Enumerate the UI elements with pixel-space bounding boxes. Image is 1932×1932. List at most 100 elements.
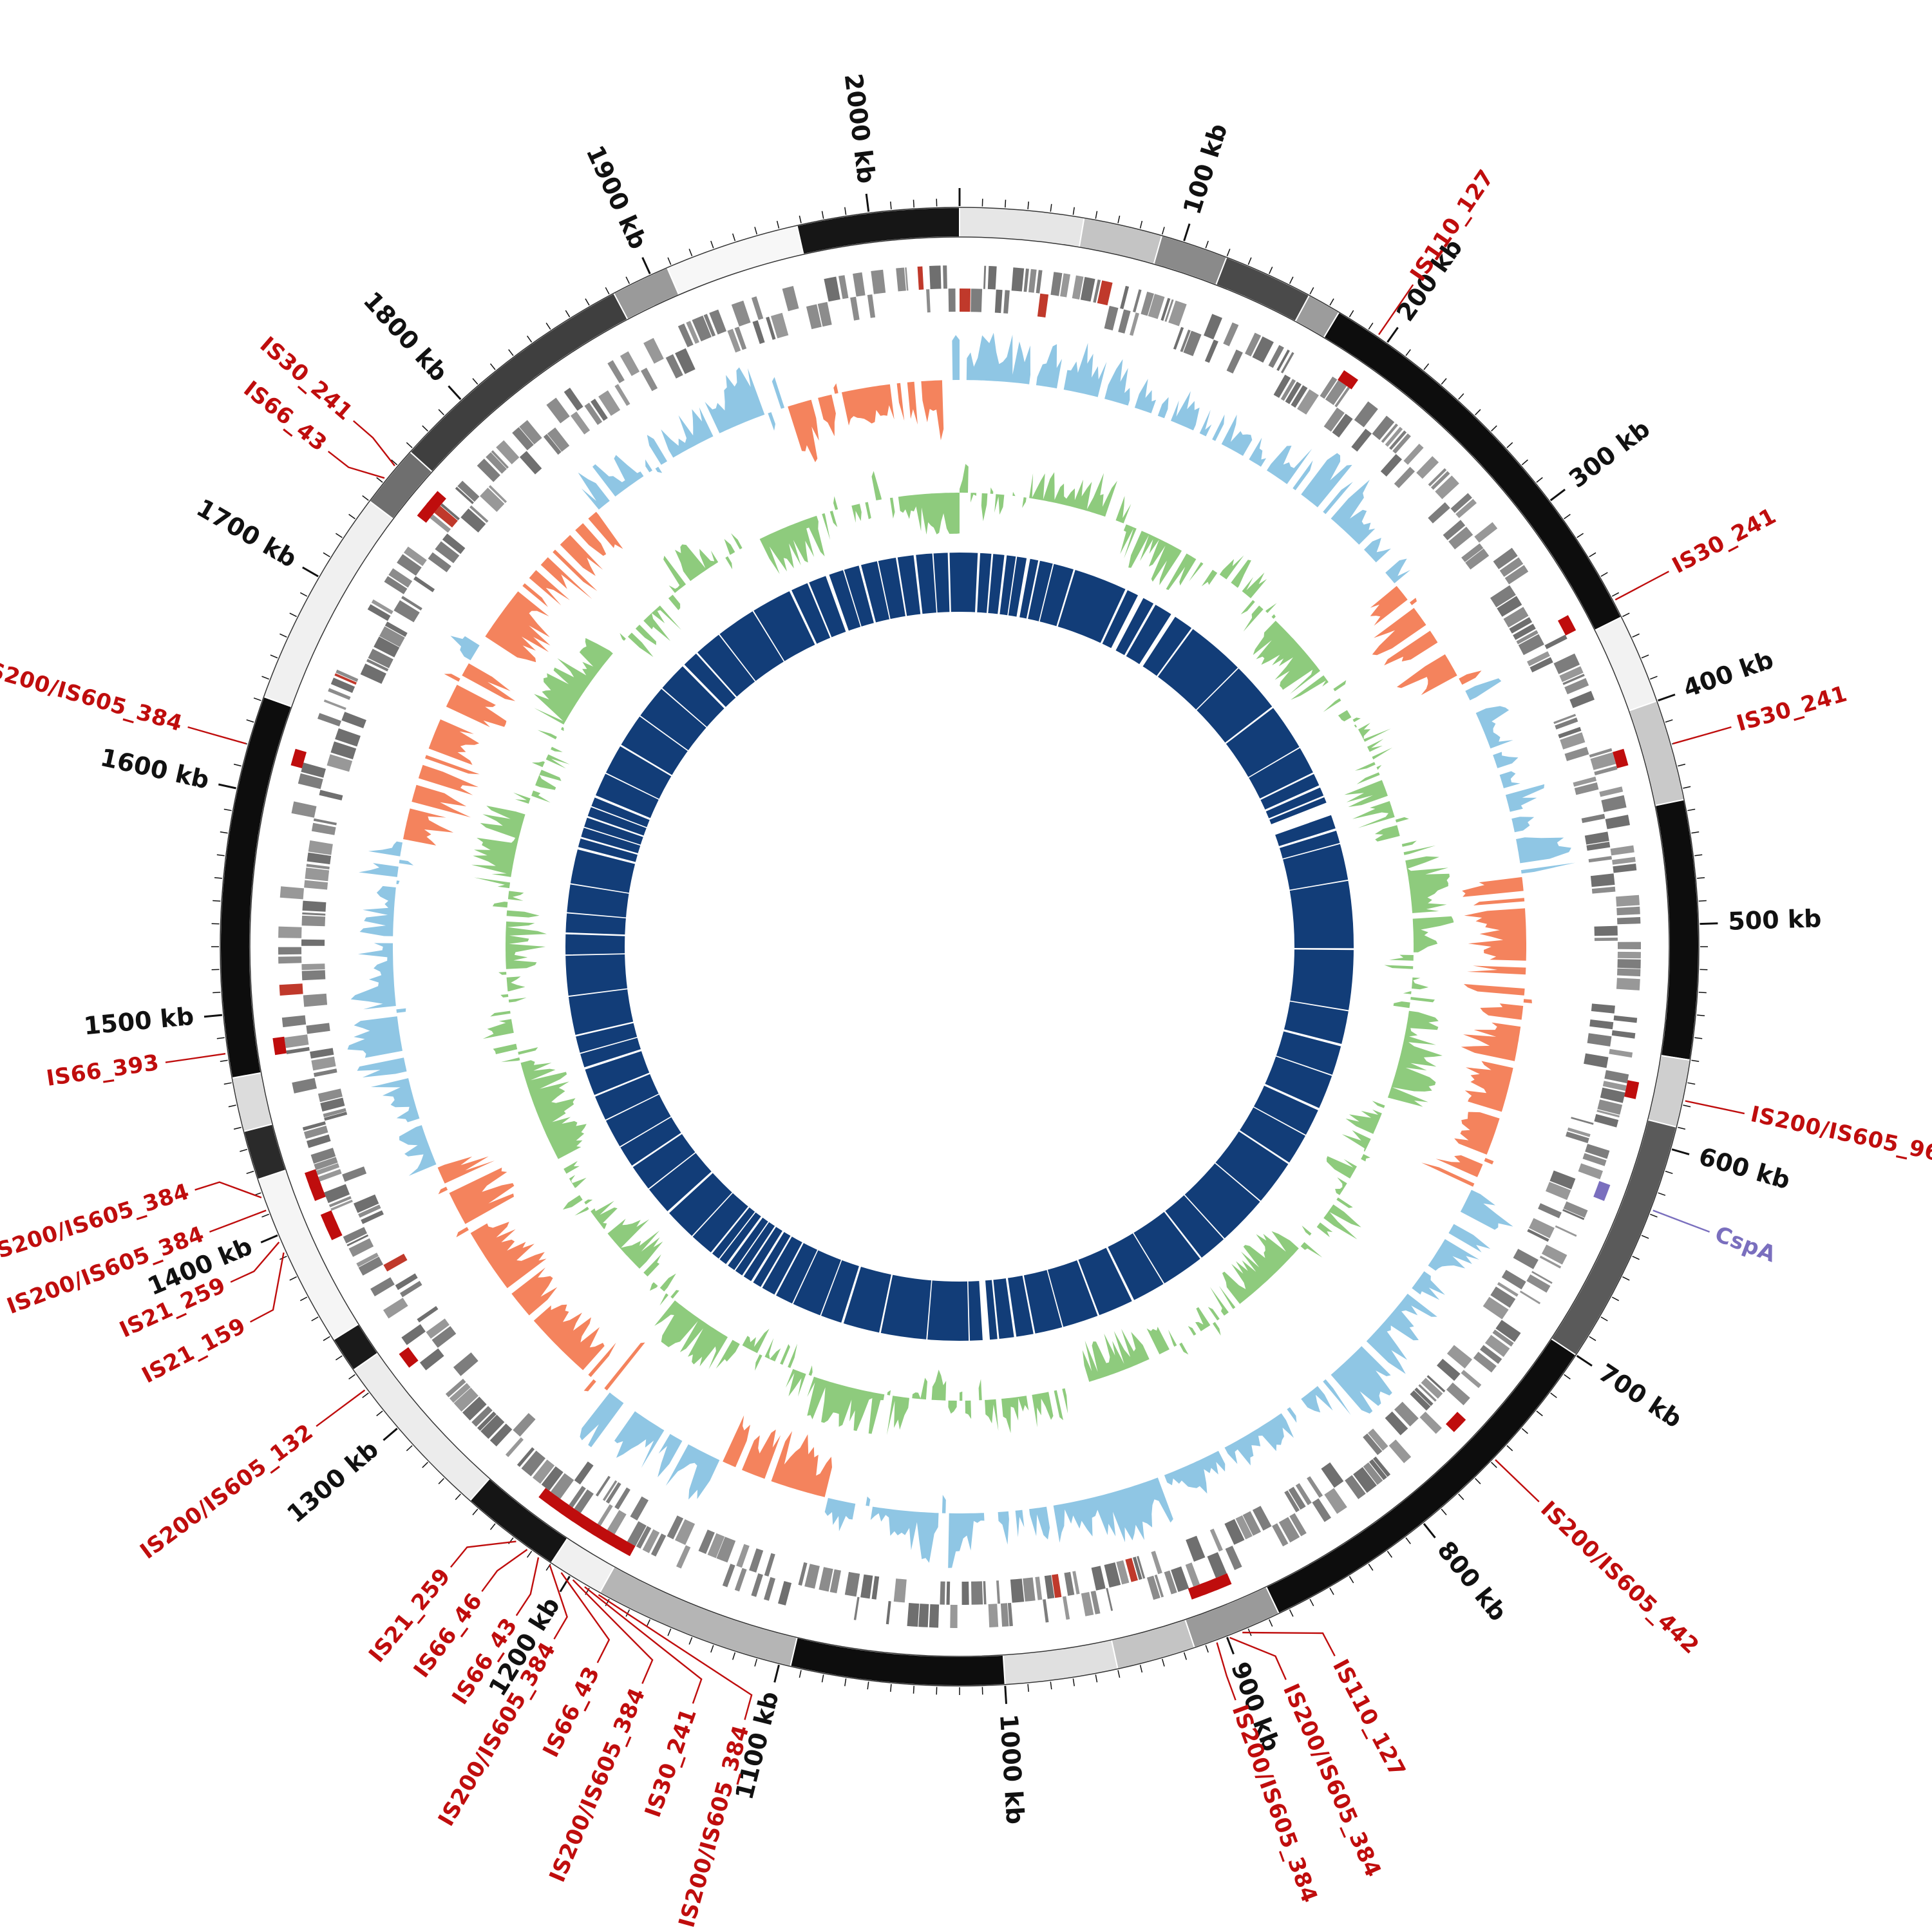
area-run [1493, 752, 1519, 768]
gene-bar [961, 1581, 969, 1605]
area-run [884, 498, 887, 512]
inner-ring-gap [876, 559, 891, 621]
gene-bar [1516, 630, 1539, 645]
area-run [1057, 1378, 1060, 1390]
minor-tick [1226, 249, 1231, 256]
gene-bar [346, 1234, 369, 1247]
area-run [1110, 505, 1115, 519]
minor-tick [489, 363, 496, 370]
gene-bar [1553, 714, 1577, 724]
minor-tick [220, 831, 228, 834]
area-run [506, 976, 526, 992]
minor-tick [223, 1082, 232, 1085]
minor-tick [213, 992, 221, 994]
gene-bar [749, 1548, 764, 1573]
area-run [482, 1019, 514, 1039]
gene-bar [752, 320, 765, 345]
minor-tick [1117, 215, 1121, 223]
annotation-leader-line [327, 450, 385, 479]
gene-bar [1186, 1535, 1206, 1562]
gene-bar [1526, 1274, 1551, 1293]
annotation-label: IS200/IS605_442 [1535, 1496, 1704, 1659]
gene-bar [929, 265, 942, 289]
gene-bar [480, 1414, 505, 1439]
gene-bar [1497, 1282, 1519, 1297]
gene-bar [298, 773, 323, 790]
area-run [605, 1231, 606, 1232]
minor-tick [270, 654, 278, 659]
gene-bar [1148, 294, 1165, 319]
gene-bar [614, 1487, 630, 1510]
area-run [359, 886, 396, 936]
minor-tick [1506, 442, 1513, 448]
minor-tick [1309, 1598, 1314, 1607]
area-run [1403, 845, 1436, 855]
gene-bar [675, 348, 696, 374]
area-run [771, 1431, 832, 1497]
minor-tick [1161, 227, 1165, 235]
area-run [1120, 524, 1137, 559]
gene-bar [360, 663, 386, 684]
minor-tick [1589, 1336, 1596, 1341]
area-run [685, 1438, 688, 1443]
area-run [1032, 1392, 1054, 1428]
area-run [674, 544, 719, 582]
gene-bar [731, 300, 751, 327]
scale-label: 1000 kb [994, 1713, 1029, 1825]
gene-bar [1151, 1551, 1162, 1575]
inner-ring-gap [709, 1205, 751, 1255]
gene-bar [1578, 1163, 1603, 1180]
minor-tick [1536, 477, 1543, 483]
area-run [871, 471, 882, 500]
minor-tick [1622, 612, 1630, 618]
minor-tick [1269, 1619, 1273, 1627]
area-run [1293, 492, 1298, 500]
area-run [1257, 585, 1273, 604]
area-run [952, 335, 960, 381]
area-run [403, 808, 454, 846]
area-run [410, 779, 418, 782]
gene-bar [871, 269, 886, 294]
gene-bar-red [960, 288, 971, 312]
area-run [1282, 1408, 1284, 1412]
gene-bar [641, 368, 658, 392]
area-run [1157, 1355, 1161, 1363]
area-run [658, 591, 667, 600]
area-run [807, 1376, 885, 1434]
inner-ring-gap [565, 912, 628, 919]
minor-tick [625, 276, 630, 284]
area-run [1213, 1321, 1221, 1336]
area-run [651, 591, 662, 604]
scale-label: 1600 kb [98, 743, 212, 795]
minor-tick [1441, 1508, 1447, 1515]
gene-bar [643, 337, 664, 364]
minor-tick [335, 1355, 343, 1361]
area-run [870, 1506, 939, 1563]
scale-label: 1800 kb [358, 286, 453, 386]
minor-tick [526, 1551, 533, 1558]
area-run [865, 502, 871, 520]
minor-tick [422, 1462, 428, 1468]
area-run [646, 474, 650, 478]
area-run [1081, 1384, 1084, 1395]
area-run [647, 435, 667, 465]
major-tick [641, 257, 651, 274]
area-run [520, 1060, 587, 1159]
area-run [558, 1176, 568, 1182]
gene-bar [317, 713, 341, 726]
gene-bar [323, 699, 346, 710]
minor-tick [472, 378, 478, 385]
area-run [1106, 517, 1108, 522]
gene-bar [948, 289, 956, 312]
gene-bar [305, 867, 330, 882]
inner-ring-gap [750, 1229, 786, 1284]
area-run [1233, 589, 1240, 599]
area-run [1510, 866, 1521, 869]
inner-ring-gap [666, 1170, 714, 1215]
minor-tick [1665, 1170, 1673, 1175]
scale-label: 1500 kb [82, 1002, 195, 1041]
gene-bar [1605, 815, 1630, 829]
area-run [506, 910, 540, 918]
gene-bar [457, 480, 480, 502]
area-run [724, 538, 735, 555]
